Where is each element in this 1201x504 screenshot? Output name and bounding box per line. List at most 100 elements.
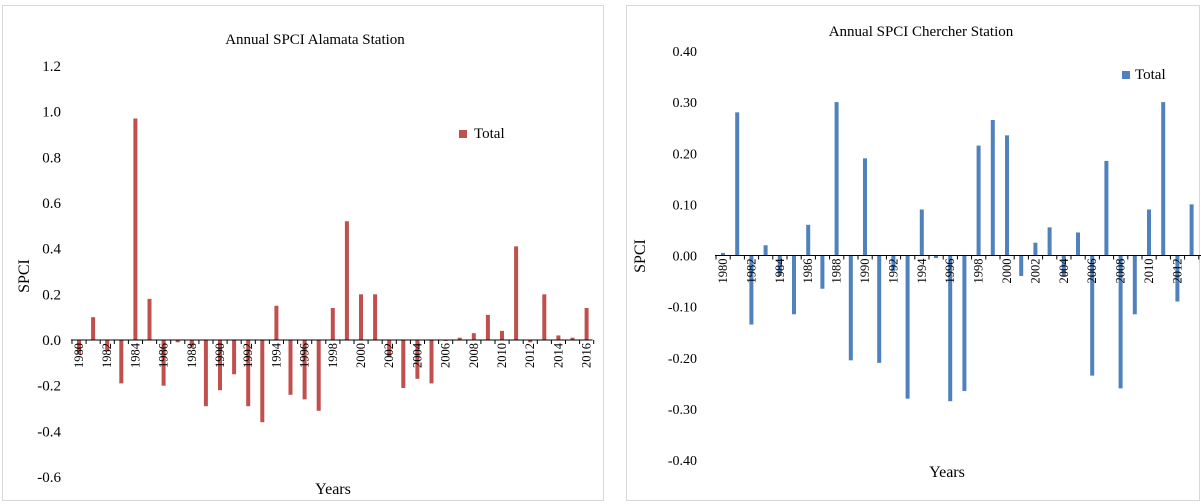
y-tick-label: -0.30 bbox=[668, 403, 697, 418]
bar bbox=[721, 252, 725, 256]
x-tick-label: 1992 bbox=[886, 259, 900, 284]
bar bbox=[500, 330, 504, 340]
bar bbox=[834, 102, 839, 256]
x-tick-label: 2000 bbox=[354, 343, 368, 368]
x-tick-label: 2004 bbox=[410, 342, 424, 368]
x-tick-label: 2010 bbox=[1142, 259, 1156, 284]
bar bbox=[77, 340, 81, 354]
y-tick-label: 0.40 bbox=[673, 45, 698, 60]
y-tick-label: -0.6 bbox=[37, 470, 61, 486]
x-tick-label: 2004 bbox=[1057, 258, 1071, 284]
bar bbox=[203, 340, 208, 407]
bar bbox=[1175, 255, 1180, 302]
legend-label: Total bbox=[474, 126, 505, 142]
bar bbox=[175, 340, 180, 343]
bar bbox=[161, 340, 166, 386]
bar bbox=[316, 340, 321, 411]
bar bbox=[1161, 102, 1166, 256]
bar bbox=[330, 308, 335, 340]
bar bbox=[570, 337, 575, 340]
x-tick-label: 1994 bbox=[269, 342, 283, 368]
bar bbox=[820, 255, 825, 289]
y-tick-label: 1.0 bbox=[42, 105, 61, 121]
bar bbox=[990, 120, 995, 256]
x-tick-label: 1998 bbox=[326, 343, 340, 368]
chart-title: Annual SPCI Chercher Station bbox=[829, 24, 1014, 40]
bar bbox=[1147, 209, 1151, 256]
bar bbox=[948, 255, 953, 402]
x-tick-label: 1982 bbox=[744, 259, 758, 284]
bar bbox=[485, 314, 490, 340]
y-tick-label: -0.4 bbox=[37, 424, 61, 440]
chart-title: Annual SPCI Alamata Station bbox=[225, 32, 405, 48]
bar bbox=[471, 333, 476, 340]
x-axis-title: Years bbox=[315, 481, 351, 498]
y-tick-label: 0.10 bbox=[673, 198, 698, 213]
x-tick-label: 1986 bbox=[801, 259, 815, 284]
bar bbox=[905, 255, 910, 399]
bar bbox=[147, 298, 152, 340]
y-tick-label: 0.8 bbox=[42, 150, 61, 166]
bar bbox=[749, 255, 754, 325]
chart-chercher: Annual SPCI Chercher Station 0.40 0.30 0.20… bbox=[632, 24, 1201, 481]
bar bbox=[1090, 255, 1095, 376]
x-tick-label: 1990 bbox=[858, 259, 872, 284]
chart-panel-chercher: Annual SPCI Chercher Station 0.40 0.30 0.20… bbox=[626, 5, 1201, 501]
bar bbox=[373, 294, 378, 340]
bar bbox=[387, 340, 392, 356]
bar bbox=[962, 255, 967, 391]
bar bbox=[863, 158, 867, 256]
y-tick-label: -0.20 bbox=[668, 352, 697, 367]
y-tick-label: 0.4 bbox=[42, 242, 61, 258]
bar bbox=[806, 224, 811, 256]
bar bbox=[119, 340, 124, 384]
bar bbox=[246, 340, 251, 407]
y-axis-title: SPCI bbox=[632, 239, 649, 273]
bar bbox=[105, 340, 110, 352]
y-tick-label: 0.2 bbox=[42, 287, 61, 303]
bar bbox=[891, 255, 896, 271]
x-tick-label: 1996 bbox=[943, 259, 957, 284]
bar bbox=[777, 255, 782, 276]
chart-alamata: Annual SPCI Alamata Station 1.2 1.0 0.8 0.6 0… bbox=[16, 32, 595, 498]
bar bbox=[1118, 255, 1123, 389]
bar bbox=[302, 340, 307, 400]
bar bbox=[288, 340, 293, 395]
bar bbox=[1005, 135, 1009, 256]
x-tick-label: 2012 bbox=[1170, 259, 1184, 284]
bar bbox=[218, 340, 222, 391]
x-tick-label: 2010 bbox=[495, 343, 509, 368]
x-tick-label: 2016 bbox=[580, 343, 594, 368]
bar bbox=[735, 112, 740, 256]
x-tick-label: 1980 bbox=[72, 343, 86, 368]
x-tick-label: 1986 bbox=[157, 343, 171, 368]
x-tick-label: 1990 bbox=[213, 343, 227, 368]
x-tick-label: 1984 bbox=[128, 342, 142, 368]
bar bbox=[359, 294, 363, 340]
bar bbox=[919, 209, 924, 256]
x-tick-label: 1992 bbox=[241, 343, 255, 368]
x-tick-label: 1982 bbox=[100, 343, 114, 368]
y-tick-label: -0.40 bbox=[668, 454, 697, 469]
bar bbox=[260, 340, 265, 423]
x-tick-label: 2002 bbox=[382, 343, 396, 368]
bar bbox=[1132, 255, 1137, 315]
legend-swatch bbox=[1122, 71, 1130, 79]
bar bbox=[1061, 255, 1066, 276]
y-tick-label: -0.10 bbox=[668, 301, 697, 316]
x-tick-label: 2012 bbox=[523, 343, 537, 368]
bar bbox=[344, 221, 349, 340]
bar bbox=[556, 335, 561, 340]
chart-panel-alamata: Annual SPCI Alamata Station 1.2 1.0 0.8 0.6 0… bbox=[2, 5, 604, 501]
bar bbox=[91, 317, 96, 340]
x-tick-label: 1996 bbox=[298, 343, 312, 368]
y-tick-label: 0.6 bbox=[42, 196, 61, 212]
bar bbox=[1104, 160, 1109, 256]
bar bbox=[401, 340, 406, 388]
bar bbox=[429, 340, 434, 384]
bar bbox=[792, 255, 796, 315]
x-tick-label: 2006 bbox=[439, 343, 453, 368]
y-tick-label: 0.30 bbox=[673, 96, 698, 111]
x-tick-label: 1994 bbox=[915, 258, 929, 284]
